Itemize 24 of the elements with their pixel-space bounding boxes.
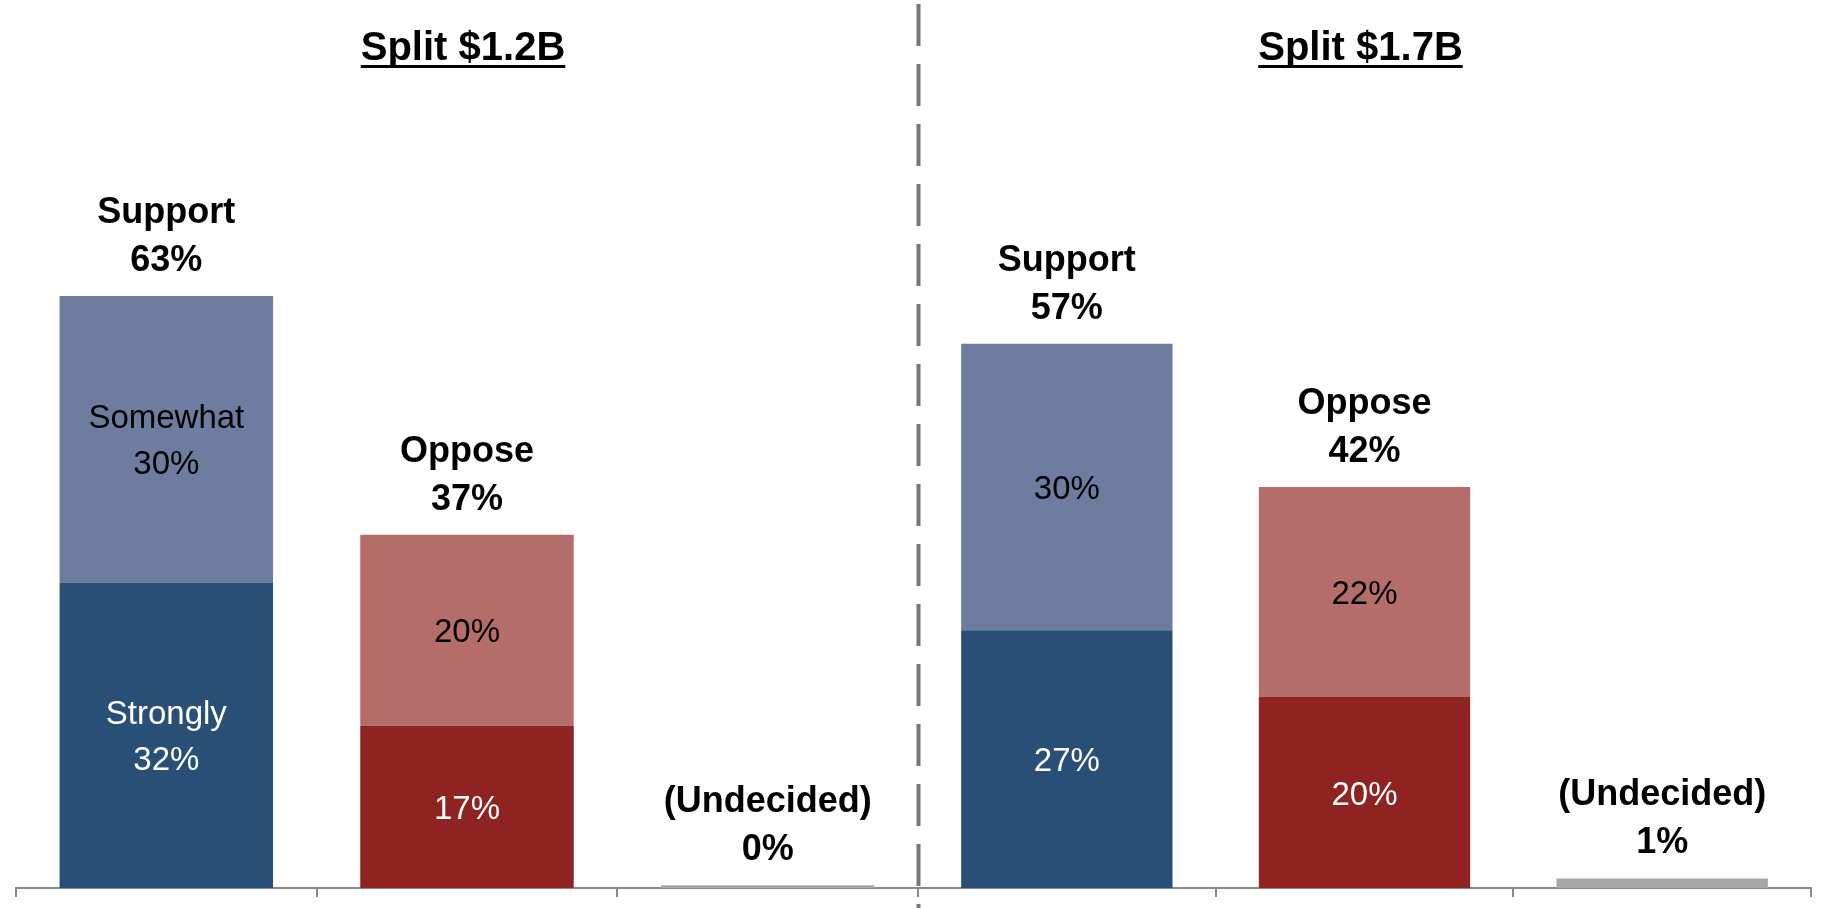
data-label: 30%: [133, 444, 200, 482]
data-label: 20%: [433, 612, 501, 650]
chart-title: Split $1.7B: [1258, 24, 1463, 68]
x-tick-label: (Undecided): [1558, 772, 1767, 814]
data-label: 22%: [1331, 574, 1398, 611]
total-label: 37%: [430, 476, 504, 518]
total-label: 63%: [130, 238, 203, 279]
data-label: 27%: [1033, 741, 1100, 779]
x-tick-label: Support: [97, 190, 236, 231]
series-label: Strongly: [105, 694, 228, 732]
total-label: 0%: [741, 827, 794, 869]
total-label: 57%: [1030, 285, 1103, 327]
data-label: 20%: [1331, 774, 1398, 812]
x-tick-label: Oppose: [399, 428, 535, 470]
x-tick-label: (Undecided): [663, 779, 872, 821]
data-label: 30%: [1033, 468, 1100, 506]
total-label: 42%: [1328, 428, 1401, 470]
x-tick-label: Support: [997, 237, 1136, 279]
series-label: Somewhat: [88, 398, 245, 436]
x-tick-label: Oppose: [1297, 380, 1432, 422]
total-label: 1%: [1636, 820, 1689, 862]
data-label: 17%: [433, 788, 501, 826]
chart-title: Split $1.2B: [360, 24, 566, 68]
data-label: 32%: [133, 740, 200, 778]
